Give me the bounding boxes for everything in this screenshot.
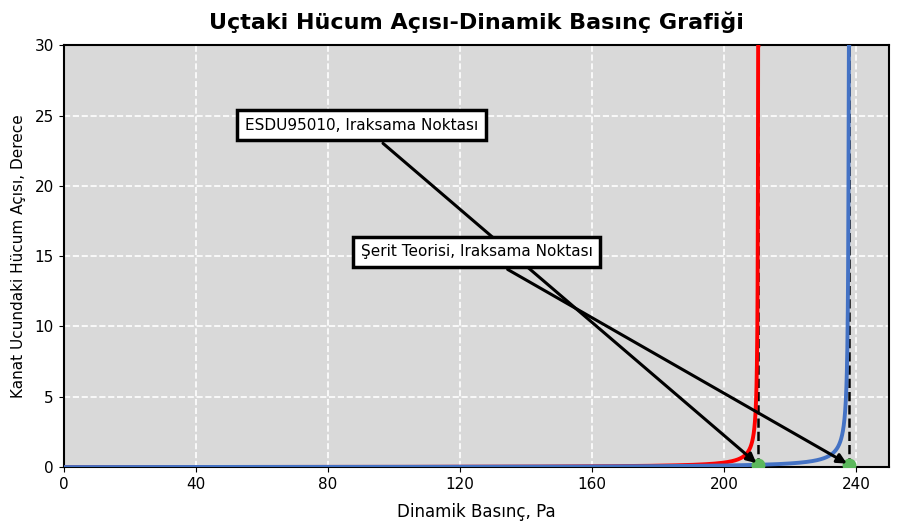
Title: Uçtaki Hücum Açısı-Dinamik Basınç Grafiği: Uçtaki Hücum Açısı-Dinamik Basınç Grafiğ… <box>209 11 743 32</box>
X-axis label: Dinamik Basınç, Pa: Dinamik Basınç, Pa <box>397 503 555 521</box>
Text: Şerit Teorisi, Iraksama Noktası: Şerit Teorisi, Iraksama Noktası <box>361 244 844 462</box>
Y-axis label: Kanat Ucundaki Hücum Açısı, Derece: Kanat Ucundaki Hücum Açısı, Derece <box>11 114 26 398</box>
Text: ESDU95010, Iraksama Noktası: ESDU95010, Iraksama Noktası <box>245 118 754 461</box>
